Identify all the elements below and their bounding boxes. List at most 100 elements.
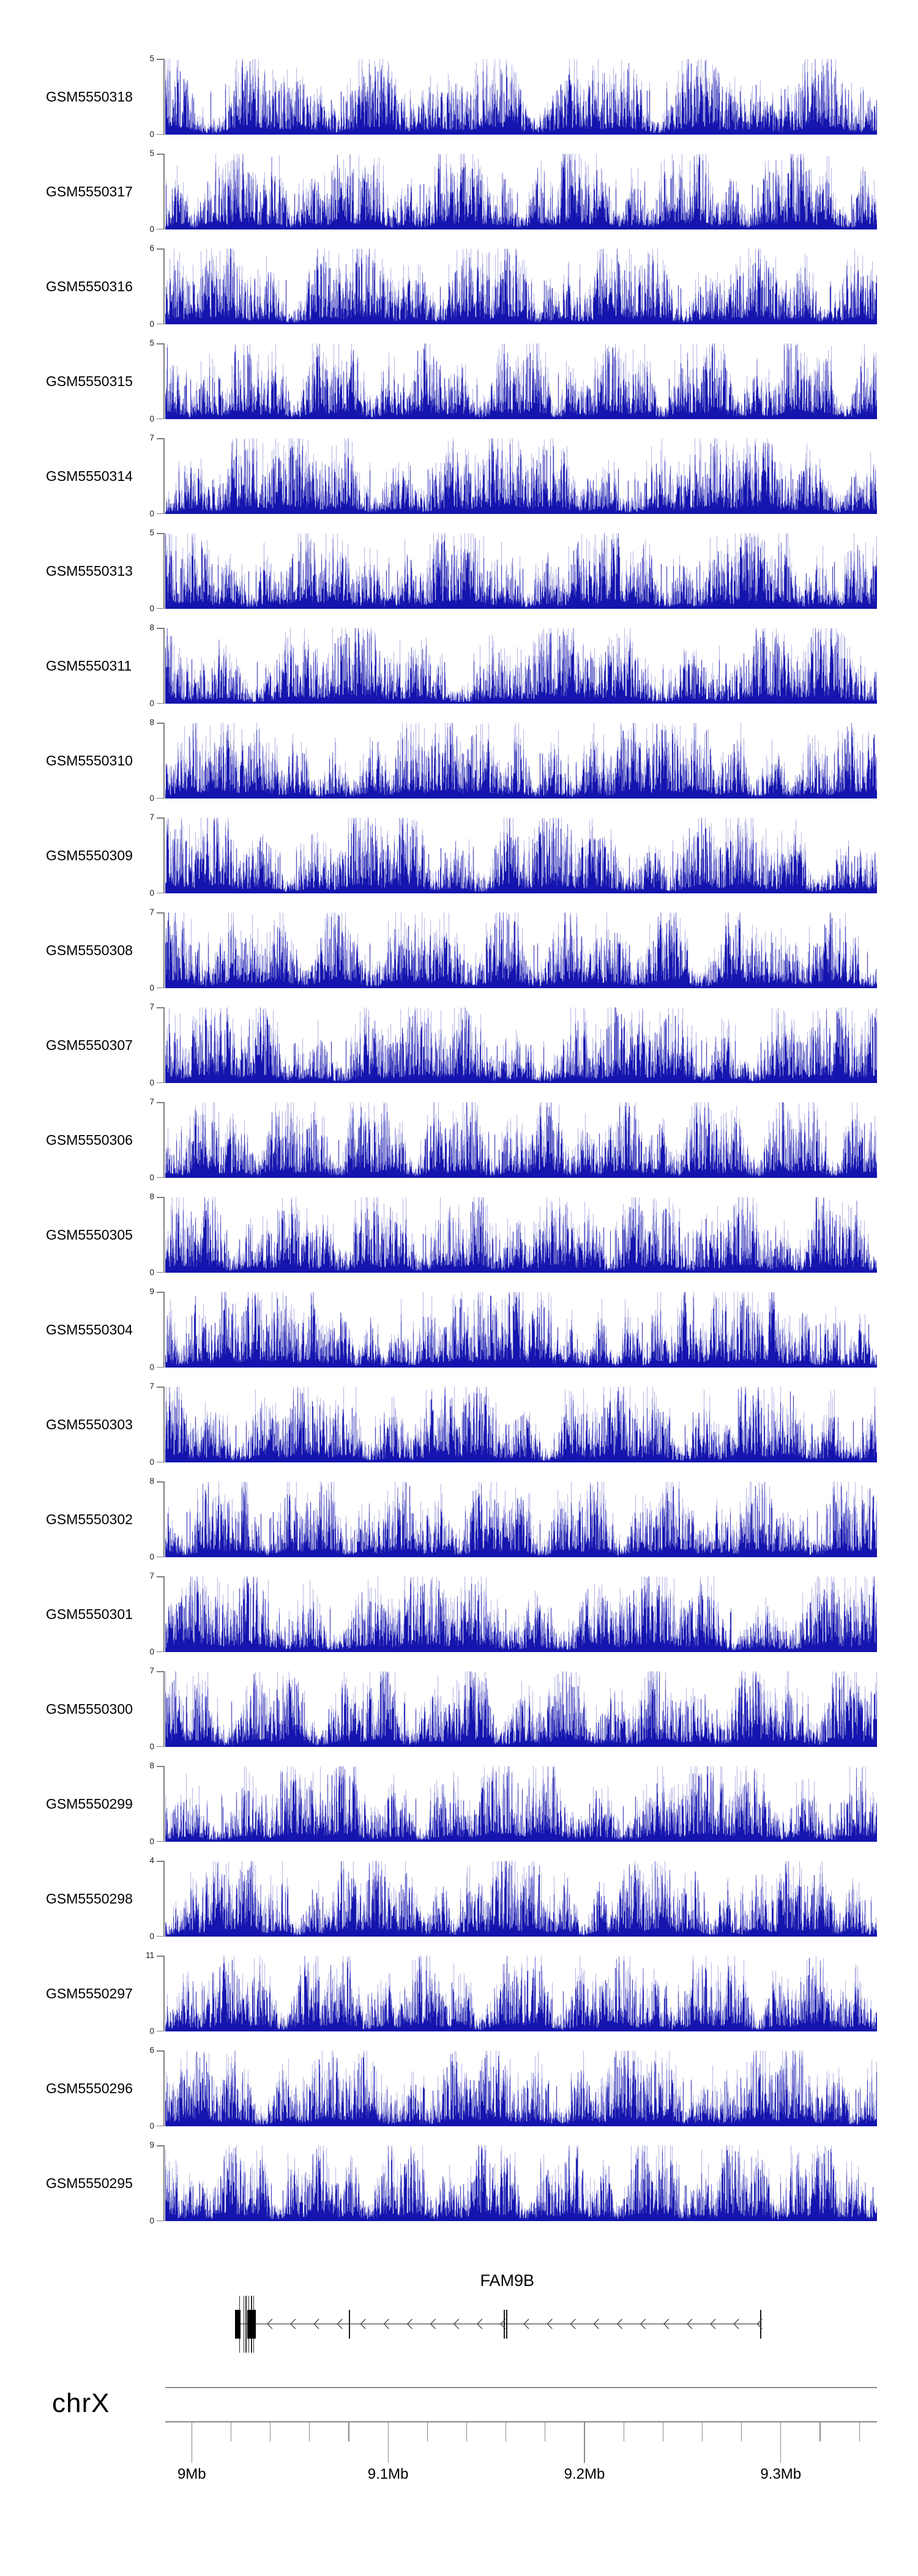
yaxis-bottom-tick xyxy=(157,1651,163,1652)
yaxis-bottom-tick xyxy=(157,323,163,324)
axis-minor-tick xyxy=(348,2422,349,2441)
yaxis-zero-label: 0 xyxy=(149,983,154,992)
gene-body-line xyxy=(235,2323,761,2325)
yaxis-max-label: 6 xyxy=(149,2046,154,2055)
exon-tick xyxy=(760,2310,762,2339)
yaxis-zero-label: 0 xyxy=(149,604,154,613)
yaxis-zero-label: 0 xyxy=(149,130,154,139)
track-label: GSM5550295 xyxy=(46,2175,133,2191)
yaxis-max-label: 7 xyxy=(149,1002,154,1011)
yaxis-top-tick xyxy=(157,343,163,344)
yaxis-zero-label: 0 xyxy=(149,1742,154,1751)
yaxis-bottom-tick xyxy=(157,1177,163,1178)
coverage-histogram-GSM5550305 xyxy=(165,1197,877,1273)
transcript-boundary-mark xyxy=(245,2296,247,2353)
yaxis-line xyxy=(163,59,165,135)
coverage-histogram-GSM5550316 xyxy=(165,248,877,324)
axis-ruler-line xyxy=(165,2421,877,2422)
gene-name-label: FAM9B xyxy=(480,2271,535,2290)
coverage-histogram-GSM5550304 xyxy=(165,1292,877,1368)
yaxis-bottom-tick xyxy=(157,2220,163,2221)
yaxis-bottom-tick xyxy=(157,1461,163,1462)
yaxis-max-label: 7 xyxy=(149,907,154,917)
coverage-histogram-GSM5550306 xyxy=(165,1102,877,1178)
coverage-histogram-GSM5550295 xyxy=(165,2145,877,2221)
yaxis-top-tick xyxy=(157,533,163,534)
chromosome-label: chrX xyxy=(52,2388,110,2418)
coverage-histogram-GSM5550318 xyxy=(165,59,877,135)
yaxis-bottom-tick xyxy=(157,1366,163,1368)
yaxis-top-tick xyxy=(157,59,163,60)
exon-box xyxy=(247,2310,256,2339)
track-label: GSM5550313 xyxy=(46,562,133,579)
yaxis-bottom-tick xyxy=(157,608,163,609)
yaxis-bottom-tick xyxy=(157,418,163,419)
yaxis-line xyxy=(163,1576,165,1652)
yaxis-line xyxy=(163,1671,165,1747)
track-label: GSM5550308 xyxy=(46,942,133,958)
track-label: GSM5550310 xyxy=(46,752,133,769)
track-label: GSM5550302 xyxy=(46,1511,133,1527)
coverage-histogram-GSM5550314 xyxy=(165,438,877,514)
yaxis-bottom-tick xyxy=(157,1556,163,1557)
yaxis-zero-label: 0 xyxy=(149,888,154,898)
axis-tick-label: 9.3Mb xyxy=(760,2466,802,2482)
yaxis-top-tick xyxy=(157,1197,163,1198)
yaxis-line xyxy=(163,2050,165,2126)
yaxis-zero-label: 0 xyxy=(149,1268,154,1277)
axis-minor-tick xyxy=(270,2422,271,2441)
yaxis-max-label: 4 xyxy=(149,1856,154,1865)
track-label: GSM5550311 xyxy=(46,657,132,674)
yaxis-max-label: 7 xyxy=(149,1666,154,1675)
axis-minor-tick xyxy=(741,2422,742,2441)
yaxis-max-label: 11 xyxy=(145,1951,154,1960)
yaxis-zero-label: 0 xyxy=(149,1552,154,1562)
exon-box xyxy=(235,2310,241,2339)
yaxis-line xyxy=(163,2145,165,2221)
yaxis-top-tick xyxy=(157,2050,163,2052)
axis-minor-tick xyxy=(819,2422,821,2441)
yaxis-max-label: 7 xyxy=(149,1097,154,1106)
track-label: GSM5550303 xyxy=(46,1416,133,1432)
yaxis-line xyxy=(163,1956,165,2031)
yaxis-max-label: 7 xyxy=(149,433,154,442)
yaxis-line xyxy=(163,1481,165,1557)
exon-tick xyxy=(348,2310,350,2339)
yaxis-top-tick xyxy=(157,1387,163,1388)
axis-minor-tick xyxy=(466,2422,468,2441)
coverage-histogram-GSM5550310 xyxy=(165,723,877,798)
yaxis-top-tick xyxy=(157,817,163,819)
track-label: GSM5550314 xyxy=(46,467,133,484)
exon-tick xyxy=(503,2310,505,2339)
axis-tick-label: 9Mb xyxy=(177,2466,206,2482)
yaxis-bottom-tick xyxy=(157,702,163,704)
track-label: GSM5550296 xyxy=(46,2080,133,2096)
yaxis-bottom-tick xyxy=(157,892,163,893)
yaxis-zero-label: 0 xyxy=(149,1078,154,1087)
axis-major-tick xyxy=(387,2422,389,2463)
yaxis-top-tick xyxy=(157,1102,163,1103)
track-label: GSM5550304 xyxy=(46,1321,133,1338)
yaxis-line xyxy=(163,723,165,798)
yaxis-zero-label: 0 xyxy=(149,1647,154,1656)
yaxis-zero-label: 0 xyxy=(149,2027,154,2036)
track-label: GSM5550316 xyxy=(46,278,133,294)
coverage-histogram-GSM5550296 xyxy=(165,2050,877,2126)
coverage-histogram-GSM5550298 xyxy=(165,1861,877,1937)
yaxis-zero-label: 0 xyxy=(149,1932,154,1941)
yaxis-bottom-tick xyxy=(157,1746,163,1747)
axis-minor-tick xyxy=(701,2422,703,2441)
yaxis-max-label: 5 xyxy=(149,338,154,348)
yaxis-bottom-tick xyxy=(157,1935,163,1937)
track-label: GSM5550298 xyxy=(46,1890,133,1907)
coverage-histogram-GSM5550307 xyxy=(165,1007,877,1083)
yaxis-zero-label: 0 xyxy=(149,1363,154,1372)
track-label: GSM5550318 xyxy=(46,88,133,105)
coverage-histogram-GSM5550299 xyxy=(165,1766,877,1842)
coverage-histogram-GSM5550317 xyxy=(165,154,877,229)
yaxis-top-tick xyxy=(157,912,163,914)
yaxis-bottom-tick xyxy=(157,228,163,229)
yaxis-zero-label: 0 xyxy=(149,414,154,423)
yaxis-bottom-tick xyxy=(157,987,163,988)
yaxis-zero-label: 0 xyxy=(149,699,154,708)
